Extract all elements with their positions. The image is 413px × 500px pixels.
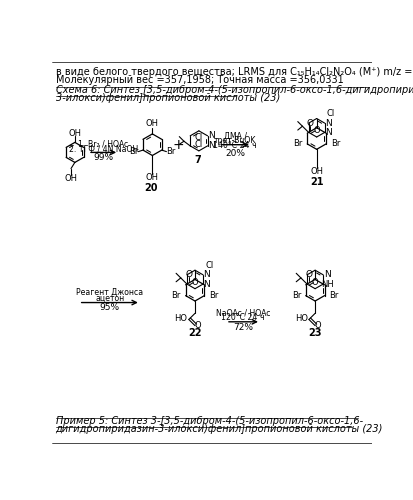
Text: Молекулярный вес =357,1958; Точная масса =356,0331: Молекулярный вес =357,1958; Точная масса…: [55, 76, 343, 86]
Text: O: O: [315, 321, 322, 330]
Text: Реагент Джонса: Реагент Джонса: [76, 288, 143, 297]
Text: ДМА /: ДМА /: [224, 132, 247, 140]
Text: HO: HO: [175, 314, 188, 323]
Text: OH: OH: [146, 120, 159, 128]
Text: дигидропиридазин-3-илокси)фенил]пропионовой кислоты (23): дигидропиридазин-3-илокси)фенил]пропионо…: [55, 424, 383, 434]
Text: O: O: [185, 270, 192, 280]
Text: 99%: 99%: [93, 152, 114, 162]
Text: трет-BuOK: трет-BuOK: [214, 136, 256, 145]
Text: Br: Br: [172, 291, 181, 300]
Text: 72%: 72%: [233, 324, 253, 332]
Text: 20%: 20%: [225, 150, 245, 158]
Text: OH: OH: [64, 174, 78, 183]
Text: N: N: [325, 118, 332, 128]
Text: O: O: [307, 118, 314, 128]
Text: O: O: [306, 270, 312, 280]
Text: 21: 21: [310, 176, 323, 186]
Text: ацетон: ацетон: [95, 294, 124, 302]
Text: 23: 23: [309, 328, 322, 338]
Text: O: O: [312, 278, 318, 287]
Text: N: N: [204, 270, 210, 280]
Text: 7: 7: [194, 155, 201, 165]
Text: 95%: 95%: [100, 304, 120, 312]
Text: 140°С 24 ч: 140°С 24 ч: [214, 141, 257, 150]
Text: 22: 22: [188, 328, 202, 338]
Text: OH: OH: [146, 174, 159, 182]
Text: Cl: Cl: [205, 261, 214, 270]
Text: 3-илокси)фенил]пропионовой кислоты (23): 3-илокси)фенил]пропионовой кислоты (23): [55, 93, 280, 103]
Text: N: N: [325, 128, 332, 137]
Text: O: O: [313, 126, 320, 136]
Text: Пример 5: Синтез 3-[3,5-дибром-4-(5-изопропил-6-оксо-1,6-: Пример 5: Синтез 3-[3,5-дибром-4-(5-изоп…: [55, 416, 363, 426]
Text: N: N: [204, 280, 210, 288]
Text: Br: Br: [331, 140, 340, 148]
Text: 2. ТГФ / 4N NaOH: 2. ТГФ / 4N NaOH: [69, 144, 138, 153]
Text: Br: Br: [293, 140, 303, 148]
Text: NaOAc / HOAc: NaOAc / HOAc: [216, 308, 270, 317]
Text: +: +: [172, 138, 184, 151]
Text: HO: HO: [294, 314, 308, 323]
Text: OH: OH: [310, 167, 323, 176]
Text: Br: Br: [329, 291, 339, 300]
Text: N: N: [208, 132, 215, 140]
Text: N: N: [324, 270, 330, 280]
Text: Br: Br: [166, 147, 176, 156]
Text: 1. Br₂ / HOAc: 1. Br₂ / HOAc: [78, 140, 129, 148]
Text: Cl: Cl: [327, 110, 335, 118]
Text: OH: OH: [69, 128, 81, 138]
Text: Схема 6: Синтез [3,5-дибром-4-(5-изопропил-6-оксо-1,6-дигидропиридазин-: Схема 6: Синтез [3,5-дибром-4-(5-изопроп…: [55, 84, 413, 94]
Text: O: O: [192, 278, 198, 287]
Text: N: N: [208, 142, 215, 150]
Text: 120°С 24 ч: 120°С 24 ч: [221, 314, 265, 322]
Text: в виде белого твердого вещества; LRMS для C₁₅H₁₄Cl₂N₂O₄ (M⁺) m/z = 357.: в виде белого твердого вещества; LRMS дл…: [55, 67, 413, 77]
Text: Cl: Cl: [195, 132, 203, 141]
Text: NH: NH: [321, 280, 334, 288]
Text: 20: 20: [144, 183, 158, 193]
Text: O: O: [195, 321, 202, 330]
Text: Br: Br: [209, 291, 218, 300]
Text: Cl: Cl: [195, 140, 203, 149]
Text: Br: Br: [292, 291, 301, 300]
Text: Br: Br: [129, 147, 138, 156]
